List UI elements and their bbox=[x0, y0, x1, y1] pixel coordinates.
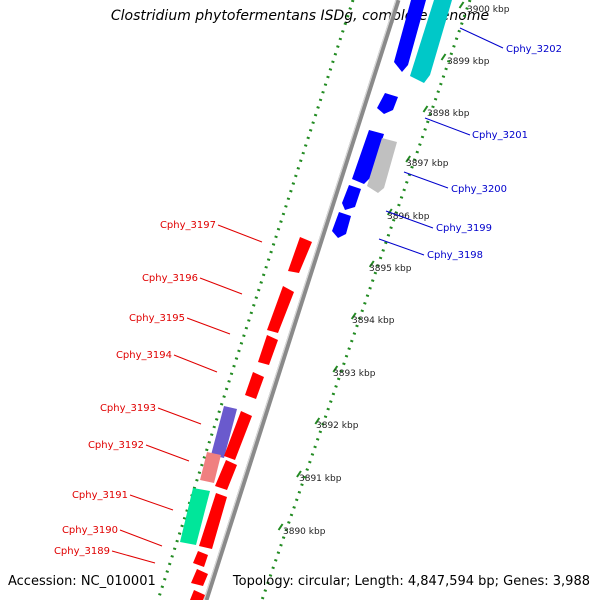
gene-arrow[interactable] bbox=[394, 0, 426, 72]
gene-arrow[interactable] bbox=[180, 488, 210, 545]
gene-arrow[interactable] bbox=[410, 0, 452, 83]
tick-mark bbox=[368, 260, 375, 268]
tick-label: 3891 kbp bbox=[299, 474, 342, 484]
gene-arrow[interactable] bbox=[288, 237, 312, 273]
reverse-gene-labels: Cphy_3197 Cphy_3196 Cphy_3195 Cphy_3194 … bbox=[54, 220, 216, 557]
tick-mark bbox=[405, 155, 411, 163]
tick-label: 3900 kbp bbox=[467, 5, 510, 15]
genome-backbone bbox=[203, 0, 401, 600]
tick-label: 3890 kbp bbox=[283, 527, 326, 537]
gc-track-inner bbox=[260, 0, 472, 600]
tick-mark bbox=[422, 105, 429, 113]
forward-gene-labels: Cphy_3202 Cphy_3201 Cphy_3200 Cphy_3199 … bbox=[427, 44, 562, 261]
tick-labels: 3900 kbp 3899 kbp 3898 kbp 3897 kbp 3896… bbox=[283, 5, 510, 537]
gene-arrow[interactable] bbox=[215, 460, 237, 490]
tick-marks bbox=[277, 1, 465, 531]
tick-label: 3894 kbp bbox=[352, 316, 395, 326]
gene-arrow[interactable] bbox=[377, 93, 398, 114]
forward-strand-features bbox=[332, 0, 452, 238]
tick-label: 3896 kbp bbox=[387, 212, 430, 222]
accession-text: Accession: NC_010001 bbox=[8, 574, 156, 589]
gene-arrow[interactable] bbox=[191, 569, 208, 586]
tick-mark bbox=[350, 312, 357, 320]
tick-label: 3892 kbp bbox=[316, 421, 359, 431]
gene-label[interactable]: Cphy_3189 bbox=[54, 546, 110, 557]
gene-label[interactable]: Cphy_3191 bbox=[72, 490, 128, 501]
gene-arrow[interactable] bbox=[200, 452, 221, 483]
gene-arrow[interactable] bbox=[245, 372, 264, 399]
gene-label[interactable]: Cphy_3197 bbox=[160, 220, 216, 231]
gene-label[interactable]: Cphy_3192 bbox=[88, 440, 144, 451]
gene-label[interactable]: Cphy_3201 bbox=[472, 130, 528, 141]
gene-arrow[interactable] bbox=[190, 590, 205, 600]
tick-label: 3893 kbp bbox=[333, 369, 376, 379]
tick-label: 3899 kbp bbox=[447, 57, 490, 67]
gene-label[interactable]: Cphy_3194 bbox=[116, 350, 172, 361]
genome-backbone-highlight bbox=[203, 0, 397, 600]
genome-summary-text: Topology: circular; Length: 4,847,594 bp… bbox=[232, 574, 590, 589]
tick-mark bbox=[277, 523, 284, 531]
gene-label[interactable]: Cphy_3196 bbox=[142, 273, 198, 284]
leader-lines bbox=[111, 27, 504, 564]
tick-mark bbox=[314, 417, 321, 425]
gene-arrow[interactable] bbox=[258, 335, 278, 365]
gene-label[interactable]: Cphy_3200 bbox=[451, 184, 507, 195]
gc-track-outer bbox=[156, 0, 355, 600]
tick-mark bbox=[458, 1, 465, 9]
gene-label[interactable]: Cphy_3199 bbox=[436, 223, 492, 234]
tick-label: 3897 kbp bbox=[406, 159, 449, 169]
gene-label[interactable]: Cphy_3198 bbox=[427, 250, 483, 261]
reverse-strand-features bbox=[180, 237, 312, 600]
gene-label[interactable]: Cphy_3202 bbox=[506, 44, 562, 55]
gene-arrow[interactable] bbox=[193, 551, 208, 567]
gene-arrow[interactable] bbox=[199, 493, 227, 549]
tick-mark bbox=[440, 53, 447, 61]
gene-arrow[interactable] bbox=[352, 130, 384, 184]
gene-label[interactable]: Cphy_3190 bbox=[62, 525, 118, 536]
tick-mark bbox=[296, 470, 302, 478]
gene-arrow[interactable] bbox=[367, 138, 397, 193]
tick-mark bbox=[332, 365, 339, 373]
gene-arrow[interactable] bbox=[267, 286, 294, 333]
tick-label: 3898 kbp bbox=[427, 109, 470, 119]
gene-label[interactable]: Cphy_3193 bbox=[100, 403, 156, 414]
gene-arrow[interactable] bbox=[211, 406, 237, 458]
gene-label[interactable]: Cphy_3195 bbox=[129, 313, 185, 324]
gene-arrow[interactable] bbox=[224, 411, 252, 460]
tick-label: 3895 kbp bbox=[369, 264, 412, 274]
gene-arrow[interactable] bbox=[342, 185, 361, 210]
gene-arrow[interactable] bbox=[332, 212, 351, 238]
